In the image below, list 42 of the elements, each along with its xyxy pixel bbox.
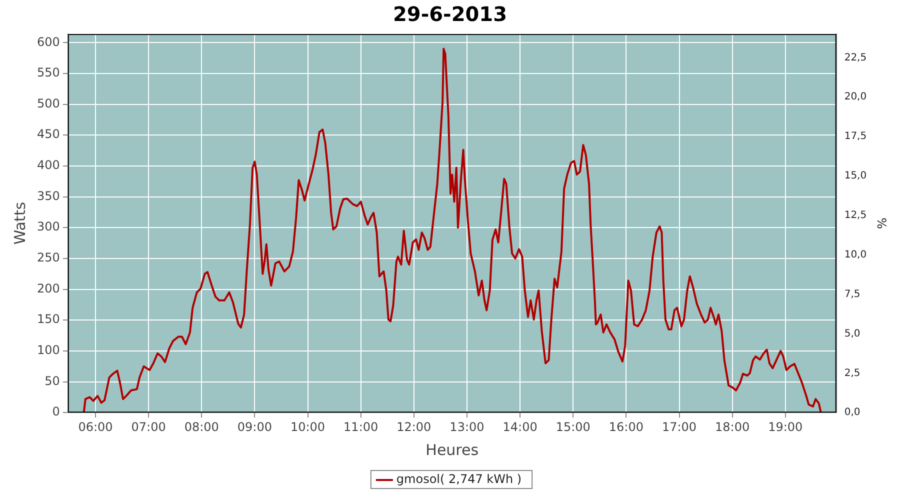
y-tick-label: 250 [37, 250, 60, 265]
y-tick-label: 150 [37, 312, 60, 326]
y-tick-label: 200 [37, 281, 60, 296]
y2-axis-title: % [874, 218, 889, 230]
y2-tick-label: 17,5 [844, 131, 867, 142]
chart-title: 29-6-2013 [392, 2, 508, 26]
x-tick-label: 15:00 [556, 420, 590, 434]
x-tick-label: 16:00 [608, 420, 644, 434]
x-tick-label: 14:00 [502, 420, 538, 434]
x-tick-label: 19:00 [768, 420, 803, 434]
y2-tick-label: 2,5 [844, 368, 860, 379]
y-tick-label: 450 [37, 127, 60, 142]
y2-tick-label: 7,5 [844, 288, 860, 300]
y-tick-label: 50 [44, 374, 60, 388]
y-tick-label: 600 [37, 34, 60, 49]
x-tick-label: 10:00 [290, 420, 326, 434]
x-tick-label: 06:00 [78, 420, 113, 434]
x-tick-label: 13:00 [450, 420, 484, 434]
legend-label: gmosol( 2,747 kWh ) [396, 472, 522, 486]
x-tick-label: 12:00 [396, 420, 432, 434]
x-tick-label: 18:00 [715, 420, 750, 434]
y2-tick-label: 12,5 [844, 210, 867, 222]
y-tick-label: 500 [37, 96, 60, 110]
y-tick-label: 350 [37, 188, 60, 203]
x-tick-label: 11:00 [344, 420, 378, 434]
y2-tick-label: 0,0 [844, 407, 860, 418]
y-axis-title: Watts [10, 202, 29, 245]
x-tick-label: 07:00 [131, 420, 166, 434]
x-tick-label: 17:00 [662, 420, 697, 434]
x-tick-label: 08:00 [184, 420, 219, 434]
y-tick-label: 100 [37, 343, 60, 358]
y2-tick-label: 20,0 [844, 92, 867, 103]
y2-tick-label: 15,0 [844, 170, 867, 182]
y-tick-label: 300 [37, 220, 60, 234]
y-tick-label: 400 [37, 158, 60, 172]
y2-tick-label: 22,5 [844, 52, 867, 64]
y-tick-label: 550 [37, 66, 60, 80]
x-axis-title: Heures [426, 440, 479, 459]
y2-tick-label: 10,0 [844, 249, 867, 260]
y2-tick-label: 5,0 [844, 328, 860, 340]
y-tick-label: 0 [52, 404, 60, 419]
x-tick-label: 09:00 [237, 420, 272, 434]
